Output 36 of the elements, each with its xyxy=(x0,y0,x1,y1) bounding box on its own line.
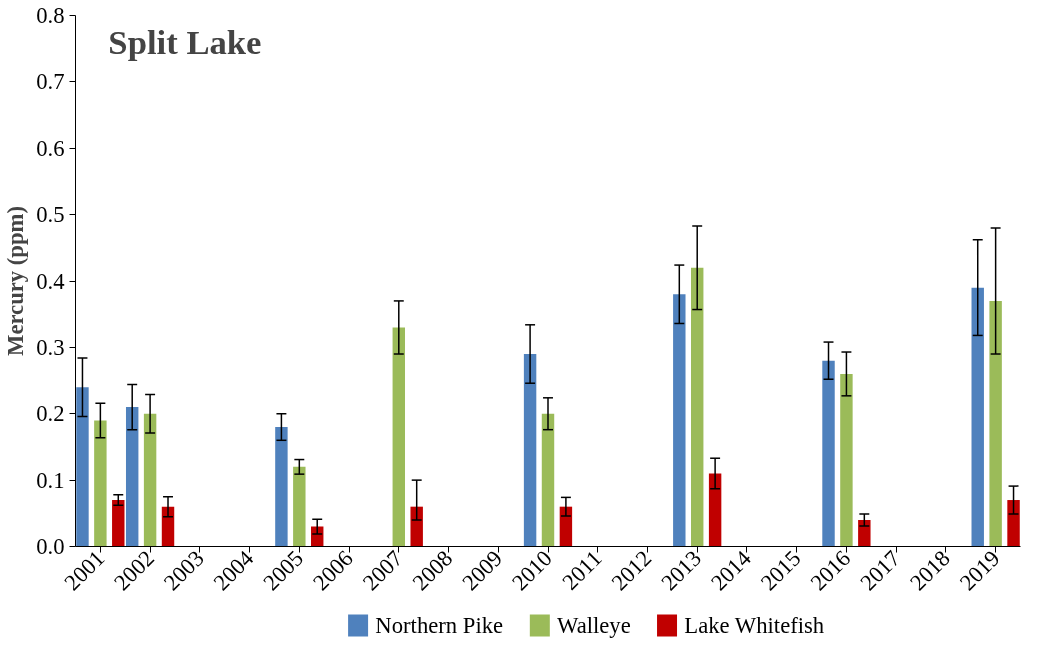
bar xyxy=(541,413,555,547)
bar xyxy=(125,407,139,547)
legend-label: Walleye xyxy=(557,613,631,638)
bar xyxy=(293,466,306,547)
y-tick-label: 0.6 xyxy=(36,135,65,161)
y-tick-label: 0.0 xyxy=(36,534,65,559)
bar xyxy=(1007,500,1020,547)
y-axis-title: Mercury (ppm) xyxy=(3,206,29,356)
y-tick-label: 0.7 xyxy=(36,69,65,95)
y-tick-label: 0.8 xyxy=(36,3,65,28)
bar xyxy=(822,360,835,547)
bar xyxy=(971,287,984,547)
bar xyxy=(161,506,175,547)
bar xyxy=(76,387,89,547)
y-tick-label: 0.5 xyxy=(36,202,65,228)
bar xyxy=(989,300,1002,547)
chart-title: Split Lake xyxy=(108,22,262,61)
bar xyxy=(143,413,157,547)
bar xyxy=(690,267,704,547)
bar xyxy=(112,500,125,547)
bar xyxy=(275,427,288,547)
bar xyxy=(708,473,722,547)
bar xyxy=(673,294,686,547)
y-tick-label: 0.1 xyxy=(36,467,65,493)
bar xyxy=(858,519,871,547)
bar xyxy=(410,506,423,547)
bar xyxy=(392,327,406,547)
bar xyxy=(840,373,853,547)
y-tick-label: 0.3 xyxy=(36,334,65,360)
bar xyxy=(94,420,107,547)
bar xyxy=(523,354,537,547)
y-tick-label: 0.4 xyxy=(36,268,65,294)
bar xyxy=(559,506,573,547)
legend-label: Northern Pike xyxy=(375,613,504,638)
y-tick-label: 0.2 xyxy=(36,401,65,427)
legend-label: Lake Whitefish xyxy=(684,613,825,638)
